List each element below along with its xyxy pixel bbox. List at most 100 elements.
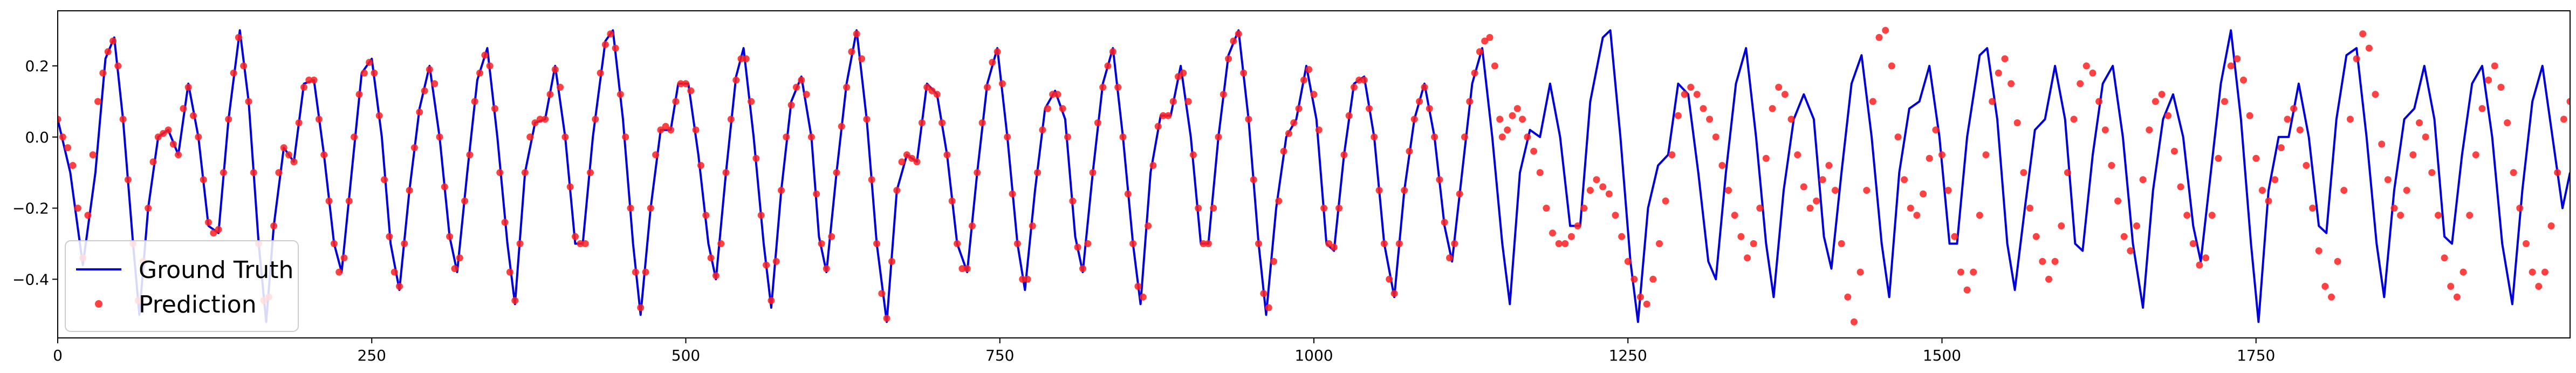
prediction-point bbox=[672, 98, 680, 105]
prediction-point bbox=[2566, 98, 2570, 105]
prediction-point bbox=[2453, 293, 2461, 301]
prediction-point bbox=[355, 91, 363, 98]
y-axis: 0.2 0.0 −0.2 −0.4 bbox=[12, 57, 58, 288]
prediction-point bbox=[2208, 212, 2216, 219]
prediction-point bbox=[1907, 205, 1914, 212]
prediction-point bbox=[1275, 197, 1283, 205]
prediction-point bbox=[154, 133, 162, 141]
prediction-point bbox=[2227, 62, 2235, 70]
prediction-point bbox=[2177, 183, 2184, 191]
prediction-point bbox=[848, 48, 855, 56]
prediction-point bbox=[1618, 233, 1626, 240]
prediction-point bbox=[1024, 275, 1031, 283]
prediction-point bbox=[657, 126, 664, 134]
prediction-point bbox=[149, 158, 157, 166]
prediction-point bbox=[1762, 154, 1770, 162]
prediction-point bbox=[2365, 44, 2373, 52]
prediction-point bbox=[2070, 116, 2078, 123]
prediction-point bbox=[1084, 240, 1092, 247]
prediction-point bbox=[1456, 190, 1463, 198]
prediction-point bbox=[1800, 183, 1807, 191]
prediction-point bbox=[1756, 205, 1764, 212]
y-tick-label: −0.2 bbox=[12, 200, 49, 218]
prediction-point bbox=[1649, 275, 1657, 283]
prediction-point bbox=[2422, 133, 2429, 141]
prediction-point bbox=[119, 116, 127, 123]
prediction-point bbox=[1154, 123, 1162, 130]
prediction-point bbox=[180, 105, 187, 112]
prediction-point bbox=[446, 233, 454, 240]
prediction-point bbox=[2466, 212, 2474, 219]
prediction-point bbox=[1938, 151, 1945, 159]
prediction-point bbox=[1079, 265, 1086, 273]
prediction-point bbox=[2108, 162, 2115, 169]
prediction-point bbox=[2390, 205, 2398, 212]
prediction-point bbox=[1200, 240, 1207, 247]
prediction-point bbox=[280, 144, 287, 152]
prediction-point bbox=[943, 151, 951, 159]
prediction-point bbox=[1932, 126, 1940, 134]
prediction-point bbox=[145, 205, 152, 212]
prediction-point bbox=[918, 119, 926, 126]
prediction-point bbox=[1039, 126, 1046, 134]
prediction-point bbox=[2447, 283, 2455, 290]
prediction-point bbox=[1160, 112, 1167, 119]
prediction-point bbox=[2277, 144, 2285, 152]
prediction-point bbox=[2416, 119, 2423, 126]
prediction-point bbox=[1769, 105, 1776, 112]
prediction-point bbox=[184, 84, 192, 91]
prediction-point bbox=[1009, 190, 1016, 198]
prediction-point bbox=[1643, 300, 1650, 308]
prediction-point bbox=[1731, 212, 1738, 219]
prediction-point bbox=[1104, 62, 1112, 70]
prediction-point bbox=[898, 158, 906, 166]
prediction-point bbox=[1750, 240, 1757, 247]
prediction-point bbox=[1421, 84, 1428, 91]
prediction-point bbox=[300, 84, 307, 91]
prediction-point bbox=[1235, 30, 1242, 38]
prediction-point bbox=[124, 176, 132, 184]
prediction-point bbox=[566, 183, 574, 191]
prediction-point bbox=[360, 69, 368, 77]
prediction-point bbox=[1371, 133, 1378, 141]
prediction-point bbox=[2384, 176, 2392, 184]
prediction-point bbox=[978, 119, 986, 126]
prediction-point bbox=[476, 69, 483, 77]
prediction-point bbox=[954, 240, 961, 247]
prediction-point bbox=[2246, 112, 2253, 119]
prediction-point bbox=[542, 116, 549, 123]
prediction-point bbox=[622, 133, 629, 141]
prediction-point bbox=[903, 151, 910, 159]
prediction-point bbox=[2334, 257, 2341, 265]
prediction-point bbox=[526, 133, 534, 141]
prediction-point bbox=[426, 66, 433, 73]
prediction-point bbox=[1180, 69, 1187, 77]
prediction-point bbox=[727, 116, 735, 123]
prediction-point bbox=[330, 240, 338, 247]
prediction-point bbox=[401, 240, 408, 247]
prediction-point bbox=[64, 144, 72, 152]
prediction-point bbox=[1059, 105, 1066, 112]
prediction-point bbox=[692, 126, 700, 134]
prediction-point bbox=[2321, 283, 2329, 290]
prediction-point bbox=[1863, 187, 1871, 194]
prediction-point bbox=[89, 151, 97, 159]
prediction-point bbox=[1875, 33, 1883, 41]
prediction-point bbox=[1345, 112, 1353, 119]
prediction-point bbox=[647, 205, 654, 212]
prediction-point bbox=[707, 254, 715, 262]
prediction-point bbox=[1856, 268, 1864, 276]
prediction-point bbox=[1145, 222, 1152, 229]
prediction-point bbox=[601, 41, 609, 49]
prediction-point bbox=[345, 197, 353, 205]
prediction-point bbox=[994, 48, 1001, 56]
prediction-point bbox=[1320, 205, 1328, 212]
prediction-point bbox=[818, 240, 825, 247]
prediction-point bbox=[2164, 112, 2172, 119]
prediction-point bbox=[1351, 84, 1358, 91]
prediction-point bbox=[551, 66, 559, 73]
prediction-point bbox=[2114, 197, 2122, 205]
prediction-point bbox=[1260, 290, 1268, 297]
prediction-point bbox=[2146, 126, 2153, 134]
